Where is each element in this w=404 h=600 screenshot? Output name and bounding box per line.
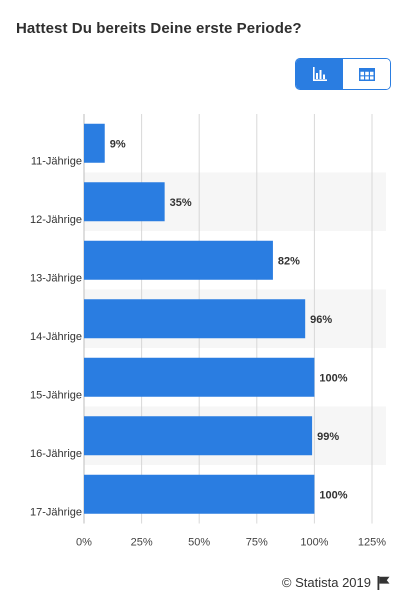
bar <box>84 182 165 222</box>
value-label: 9% <box>110 138 126 150</box>
value-label: 96% <box>310 314 332 326</box>
category-label: 15-Jährige <box>30 390 82 402</box>
category-label: 12-Jährige <box>30 214 82 226</box>
value-label: 82% <box>278 255 300 267</box>
x-tick-label: 125% <box>358 537 386 549</box>
bar <box>84 474 315 514</box>
bar <box>84 416 313 456</box>
value-label: 100% <box>319 372 347 384</box>
category-label: 17-Jährige <box>30 507 82 519</box>
flag-icon[interactable] <box>377 575 390 590</box>
value-label: 100% <box>319 489 347 501</box>
x-tick-label: 50% <box>188 537 210 549</box>
value-label: 35% <box>170 197 192 209</box>
view-toggle[interactable] <box>295 58 391 90</box>
bar <box>84 123 105 163</box>
bar-chart-icon <box>312 67 327 81</box>
x-tick-label: 25% <box>131 537 153 549</box>
value-label: 99% <box>317 431 339 443</box>
copyright-text: © Statista 2019 <box>281 575 371 590</box>
category-label: 14-Jährige <box>30 331 82 343</box>
x-tick-label: 0% <box>76 537 92 549</box>
category-label: 13-Jährige <box>30 273 82 285</box>
chart-view-button[interactable] <box>296 59 343 89</box>
table-view-button[interactable] <box>343 59 390 89</box>
bar <box>84 357 315 397</box>
x-tick-label: 75% <box>246 537 268 549</box>
bar <box>84 240 273 280</box>
bar <box>84 299 306 339</box>
table-icon <box>358 67 375 81</box>
chart-title: Hattest Du bereits Deine erste Periode? <box>16 20 302 37</box>
x-tick-label: 100% <box>300 537 328 549</box>
category-label: 16-Jährige <box>30 448 82 460</box>
footer: © Statista 2019 <box>282 575 390 590</box>
category-label: 11-Jährige <box>31 156 82 168</box>
bar-chart: 9% 11-Jährige 35% 12-Jährige 82% 13-Jährige 96… <box>30 114 386 549</box>
